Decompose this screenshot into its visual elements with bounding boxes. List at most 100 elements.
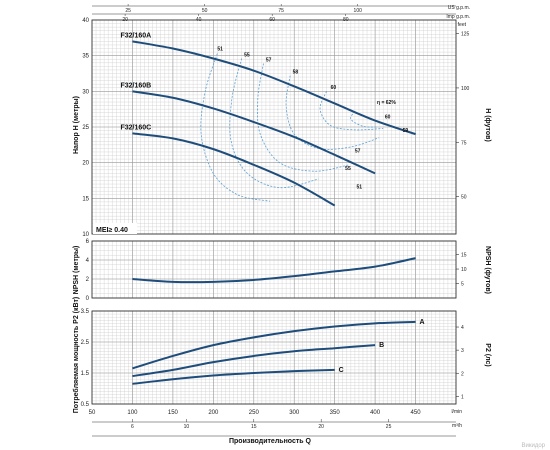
efficiency-point-label: 55 [244, 52, 250, 58]
us-gpm-tick: 25 [125, 8, 131, 14]
efficiency-isoline [285, 75, 380, 150]
lmin-tick: 150 [168, 410, 179, 416]
bottom-axis-title: Производительность Q [229, 438, 312, 445]
lmin-tick: 350 [330, 410, 341, 416]
labels-layer: 1015202530354002460.51.52.53.55075100125… [81, 4, 470, 437]
head-ytick: 10 [82, 232, 89, 238]
l-min-unit: l/min [451, 409, 462, 415]
efficiency-isoline [319, 91, 384, 131]
power-curve [132, 320, 416, 370]
power-y2tick: 3 [461, 348, 464, 354]
npsh-panel-frame [91, 240, 457, 299]
watermark: Викидор [521, 443, 545, 449]
imp-gpm-tick: 60 [269, 17, 275, 23]
npsh-y2tick: 15 [461, 253, 467, 259]
npsh-ylabel: NPSH (метры) [73, 246, 80, 295]
head-curve-label: F32/160C [120, 124, 151, 131]
head-y2tick: 125 [461, 32, 470, 38]
power-curve-label: C [339, 367, 344, 374]
power-ytick: 2.5 [81, 340, 90, 346]
us-gpm-tick: 75 [278, 8, 284, 14]
lmin-tick: 50 [89, 410, 96, 416]
head-curve [132, 132, 336, 207]
head-curve [132, 90, 376, 175]
m3h-tick: 6 [131, 424, 134, 430]
lmin-tick: 100 [127, 410, 138, 416]
efficiency-max-label: η = 62% [377, 100, 396, 106]
efficiency-point-label: 51 [217, 47, 223, 53]
lmin-tick: 200 [208, 410, 219, 416]
npsh-y2tick: 5 [461, 282, 464, 288]
head-ytick: 35 [82, 54, 89, 60]
power-curve-label: B [379, 342, 384, 349]
us-gpm-tick: 50 [202, 8, 208, 14]
performance-curves-layer [132, 40, 416, 385]
mei-annotation: MEI≥ 0.40 [96, 227, 128, 234]
efficiency-isoline [200, 53, 271, 202]
imp-gpm-unit: Imp g.p.m. [446, 14, 470, 20]
power-ytick: 0.5 [81, 402, 90, 408]
mei-box [93, 223, 137, 234]
head-y2tick: 100 [461, 86, 470, 92]
power-ylabel: Потребляемая мощность P2 (кВт) [72, 297, 80, 413]
feet-unit: feet [458, 22, 467, 28]
lmin-tick: 250 [249, 410, 260, 416]
power-y2label: P2 (лс) [484, 343, 491, 366]
efficiency-point-label: 59 [403, 128, 409, 134]
power-ytick: 1.5 [81, 371, 90, 377]
head-y2tick: 50 [461, 195, 467, 201]
power-curve [132, 368, 335, 385]
m3h-tick: 15 [251, 424, 257, 430]
npsh-ytick: 0 [86, 296, 90, 302]
efficiency-point-label: 60 [385, 114, 391, 120]
power-curve-label: A [420, 319, 425, 326]
imp-gpm-tick: 80 [343, 17, 349, 23]
efficiency-point-label: 60 [331, 85, 337, 91]
npsh-ytick: 4 [86, 258, 90, 264]
head-curve [132, 40, 416, 136]
efficiency-point-label: 51 [357, 184, 363, 190]
efficiency-point-label: 57 [355, 149, 361, 155]
efficiency-isoline [350, 111, 377, 128]
frame-layer [91, 19, 457, 405]
lmin-tick: 300 [289, 410, 300, 416]
head-ytick: 40 [82, 18, 89, 24]
m3h-tick: 10 [184, 424, 190, 430]
power-curve [132, 344, 376, 378]
grid-layer [91, 19, 457, 405]
lmin-tick: 400 [370, 410, 381, 416]
head-curve-label: F32/160B [120, 82, 151, 89]
lmin-tick: 450 [411, 410, 422, 416]
power-y2tick: 2 [461, 371, 464, 377]
us-gpm-tick: 100 [354, 8, 363, 14]
head-panel-frame [91, 19, 457, 235]
npsh-ytick: 2 [86, 277, 90, 283]
imp-gpm-tick: 40 [196, 17, 202, 23]
power-y2tick: 4 [461, 325, 464, 331]
efficiency-point-label: 57 [266, 57, 272, 63]
npsh-ytick: 6 [86, 239, 90, 245]
head-ytick: 30 [82, 89, 89, 95]
head-ytick: 25 [82, 125, 89, 131]
head-ytick: 15 [82, 196, 89, 202]
efficiency-curves-layer [200, 53, 384, 202]
efficiency-isoline [256, 63, 350, 172]
efficiency-point-label: 55 [345, 166, 351, 172]
m3h-tick: 20 [318, 424, 324, 430]
us-gpm-unit: US g.p.m. [448, 5, 470, 11]
npsh-curve [132, 257, 416, 284]
imp-gpm-tick: 20 [122, 17, 128, 23]
m3h-tick: 25 [386, 424, 392, 430]
head-y2tick: 75 [461, 140, 467, 146]
head-y2label: H (футов) [484, 108, 491, 142]
npsh-y2tick: 10 [461, 267, 467, 273]
head-ylabel: Напор H (метры) [73, 96, 80, 154]
npsh-y2label: NPSH (футов) [484, 246, 491, 294]
efficiency-isoline [229, 58, 319, 189]
power-panel-frame [91, 310, 457, 405]
power-y2tick: 1 [461, 394, 464, 400]
head-curve-label: F32/160A [120, 32, 151, 39]
head-ytick: 20 [82, 161, 89, 167]
m3h-unit: m³/h [452, 423, 462, 429]
